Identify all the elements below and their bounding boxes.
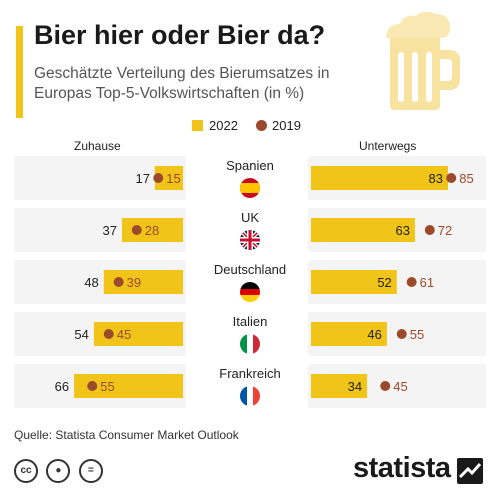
page-subtitle: Geschätzte Verteilung des Bierumsatzes i… [34,65,330,102]
home-value-2022: 54 [74,327,88,342]
away-dot-2019 [396,329,407,339]
statista-brand[interactable]: statista [353,452,451,484]
country-label: UK [240,210,260,225]
home-value-2022: 37 [102,223,116,238]
no-derivatives-icon[interactable]: = [78,459,103,483]
home-value-2019: 55 [100,379,114,394]
license-icons: cc ● = [14,459,107,483]
home-dot-2019 [87,381,98,391]
beer-mug-icon [386,12,460,110]
home-value-2019: 28 [145,223,159,238]
away-bar-2022 [311,166,448,190]
france-flag-icon [240,386,260,406]
cc-license-icon[interactable]: cc [14,459,38,483]
away-value-2019: 55 [410,327,424,342]
home-value-2022: 48 [84,275,98,290]
away-value-2022: 52 [377,275,391,290]
away-value-2019: 85 [459,171,473,186]
away-dot-2019 [380,381,391,391]
home-value-2019: 15 [166,171,180,186]
away-bar-2022 [311,270,397,294]
statista-logo-icon [457,458,483,484]
legend-2019-dot [256,120,267,131]
column-header-away: Unterwegs [359,139,417,153]
column-header-home: Zuhause [74,139,121,153]
page-title: Bier hier oder Bier da? [34,20,326,50]
away-value-2022: 83 [428,171,442,186]
home-dot-2019 [153,173,164,183]
away-value-2019: 72 [438,223,452,238]
country-label: Frankreich [219,366,281,381]
away-dot-2019 [424,225,435,235]
away-bar-2022 [311,374,368,398]
away-dot-2019 [406,277,417,287]
legend-2019-label: 2019 [272,118,301,133]
source-note: Quelle: Statista Consumer Market Outlook [14,428,239,442]
country-label: Spanien [226,158,274,173]
away-value-2022: 63 [395,223,409,238]
away-dot-2019 [446,173,457,183]
germany-flag-icon [240,282,260,302]
away-bar-2022 [311,218,415,242]
country-label: Italien [232,314,268,329]
country-label: Deutschland [213,262,287,277]
away-value-2019: 45 [393,379,407,394]
home-dot-2019 [103,329,114,339]
away-value-2022: 34 [348,379,362,394]
attribution-icon[interactable]: ● [46,459,71,483]
home-dot-2019 [113,277,124,287]
away-value-2019: 61 [420,275,434,290]
italy-flag-icon [240,334,260,354]
title-accent-bar [16,26,23,118]
home-value-2022: 66 [55,379,69,394]
uk-flag-icon [240,230,260,250]
home-value-2019: 45 [117,327,131,342]
away-value-2022: 46 [367,327,381,342]
legend-2022-swatch [192,120,203,131]
away-bar-2022 [311,322,387,346]
spain-flag-icon [240,178,260,198]
home-value-2019: 39 [127,275,141,290]
home-value-2022: 17 [135,171,149,186]
legend-2022-label: 2022 [209,118,238,133]
home-dot-2019 [131,225,142,235]
